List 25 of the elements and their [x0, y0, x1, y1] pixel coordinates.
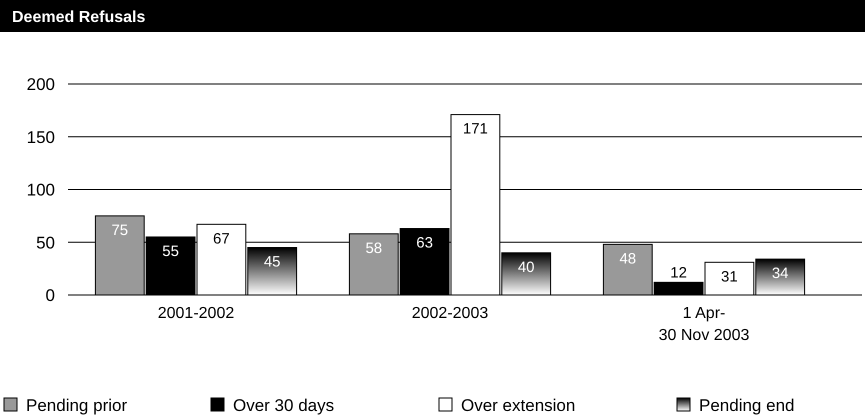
legend-label: Pending end — [699, 396, 794, 415]
chart-title: Deemed Refusals — [12, 9, 146, 26]
data-label: 75 — [111, 222, 128, 239]
y-tick-label: 0 — [46, 286, 55, 305]
data-label: 55 — [162, 242, 179, 260]
data-label: 34 — [772, 265, 789, 282]
y-tick-label: 50 — [36, 233, 55, 252]
data-label: 12 — [670, 264, 687, 282]
data-label: 45 — [264, 254, 281, 271]
legend-label: Pending prior — [26, 396, 128, 415]
y-tick-label: 200 — [26, 75, 55, 94]
data-label: 40 — [518, 258, 535, 276]
data-label: 67 — [213, 230, 230, 248]
legend-label: Over 30 days — [233, 396, 334, 415]
x-tick-label: 2002-2003 — [412, 305, 488, 322]
data-label: 31 — [721, 268, 738, 286]
legend-label: Over extension — [461, 396, 576, 415]
x-tick-label: 1 Apr- 30 Nov 2003 — [658, 305, 750, 344]
y-tick-label: 100 — [26, 180, 55, 200]
data-label: 58 — [365, 240, 382, 257]
data-label: 48 — [619, 250, 636, 268]
y-tick-label: 150 — [26, 128, 55, 147]
x-tick-label: 2001-2002 — [158, 305, 234, 322]
data-label: 63 — [416, 234, 433, 252]
data-label: 171 — [462, 120, 488, 138]
